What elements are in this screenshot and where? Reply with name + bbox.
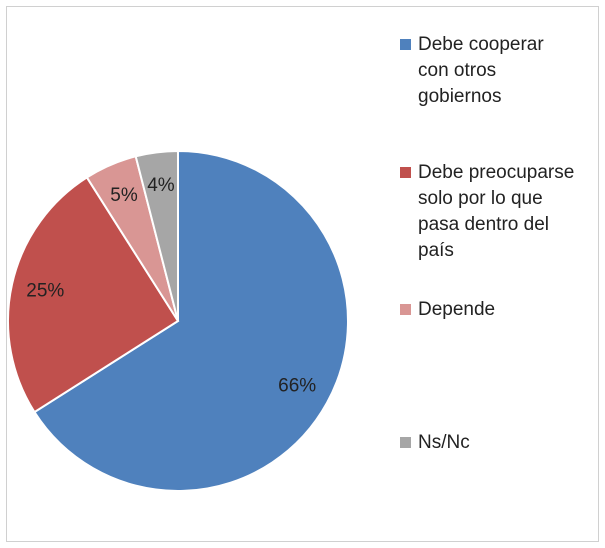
legend-label: Debe cooperar con otros gobiernos bbox=[418, 34, 544, 107]
pie-slice bbox=[33, 149, 349, 492]
chart-border bbox=[6, 6, 599, 542]
legend-label: Depende bbox=[418, 299, 496, 320]
legend-item: Ns/Nc bbox=[400, 430, 580, 456]
legend-swatch bbox=[400, 304, 411, 315]
data-label: 66% bbox=[278, 376, 316, 397]
legend-item: Debe preocuparse solo por lo que pasa de… bbox=[400, 160, 580, 264]
data-label: 5% bbox=[110, 185, 138, 206]
pie-slice bbox=[7, 176, 180, 414]
legend-swatch bbox=[400, 39, 411, 50]
legend-label: Ns/Nc bbox=[418, 432, 470, 453]
pie-slice bbox=[134, 149, 179, 322]
legend-item: Depende bbox=[400, 297, 580, 323]
legend-item: Debe cooperar con otros gobiernos bbox=[400, 32, 580, 110]
legend-swatch bbox=[400, 437, 411, 448]
data-label: 25% bbox=[26, 280, 64, 301]
legend-swatch bbox=[400, 167, 411, 178]
legend-label: Debe preocuparse solo por lo que pasa de… bbox=[418, 162, 575, 261]
data-label: 4% bbox=[147, 175, 175, 196]
